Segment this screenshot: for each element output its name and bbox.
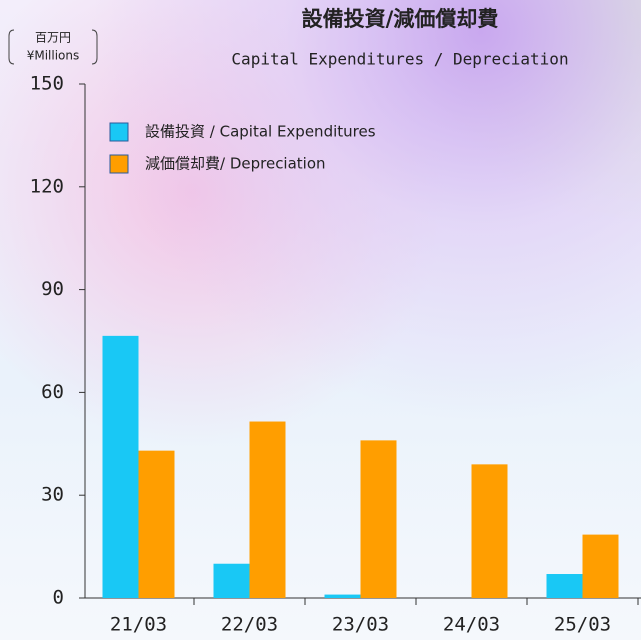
y-axis-label: 百万円 [35, 31, 71, 45]
y-tick-label: 0 [53, 587, 64, 609]
x-tick-label: 22/03 [221, 614, 278, 636]
x-tick-label: 23/03 [332, 614, 389, 636]
y-tick-label: 30 [41, 484, 64, 506]
legend-swatch [109, 122, 129, 142]
legend-label: 減価償却費/ Depreciation [145, 155, 326, 173]
y-axis-label: ¥Millions [27, 49, 80, 63]
bar [546, 574, 583, 598]
bar [471, 464, 508, 598]
bar [582, 534, 619, 598]
bar [360, 440, 397, 598]
y-tick-label: 150 [30, 73, 64, 95]
x-tick-label: 25/03 [554, 614, 611, 636]
legend-label: 設備投資 / Capital Expenditures [145, 123, 376, 141]
legend-swatch [109, 154, 129, 174]
unit-bracket [8, 29, 98, 65]
chart-subtitle: Capital Expenditures / Depreciation [231, 50, 568, 69]
x-tick-label: 24/03 [443, 614, 500, 636]
chart-title: 設備投資/減価償却費 [302, 7, 499, 31]
bar [213, 563, 250, 598]
y-tick-label: 120 [30, 175, 64, 197]
bar [102, 335, 139, 598]
bar [324, 594, 361, 598]
y-tick-label: 90 [41, 278, 64, 300]
bar [138, 450, 175, 598]
y-tick-label: 60 [41, 381, 64, 403]
x-tick-label: 21/03 [110, 614, 167, 636]
bar [249, 421, 286, 598]
